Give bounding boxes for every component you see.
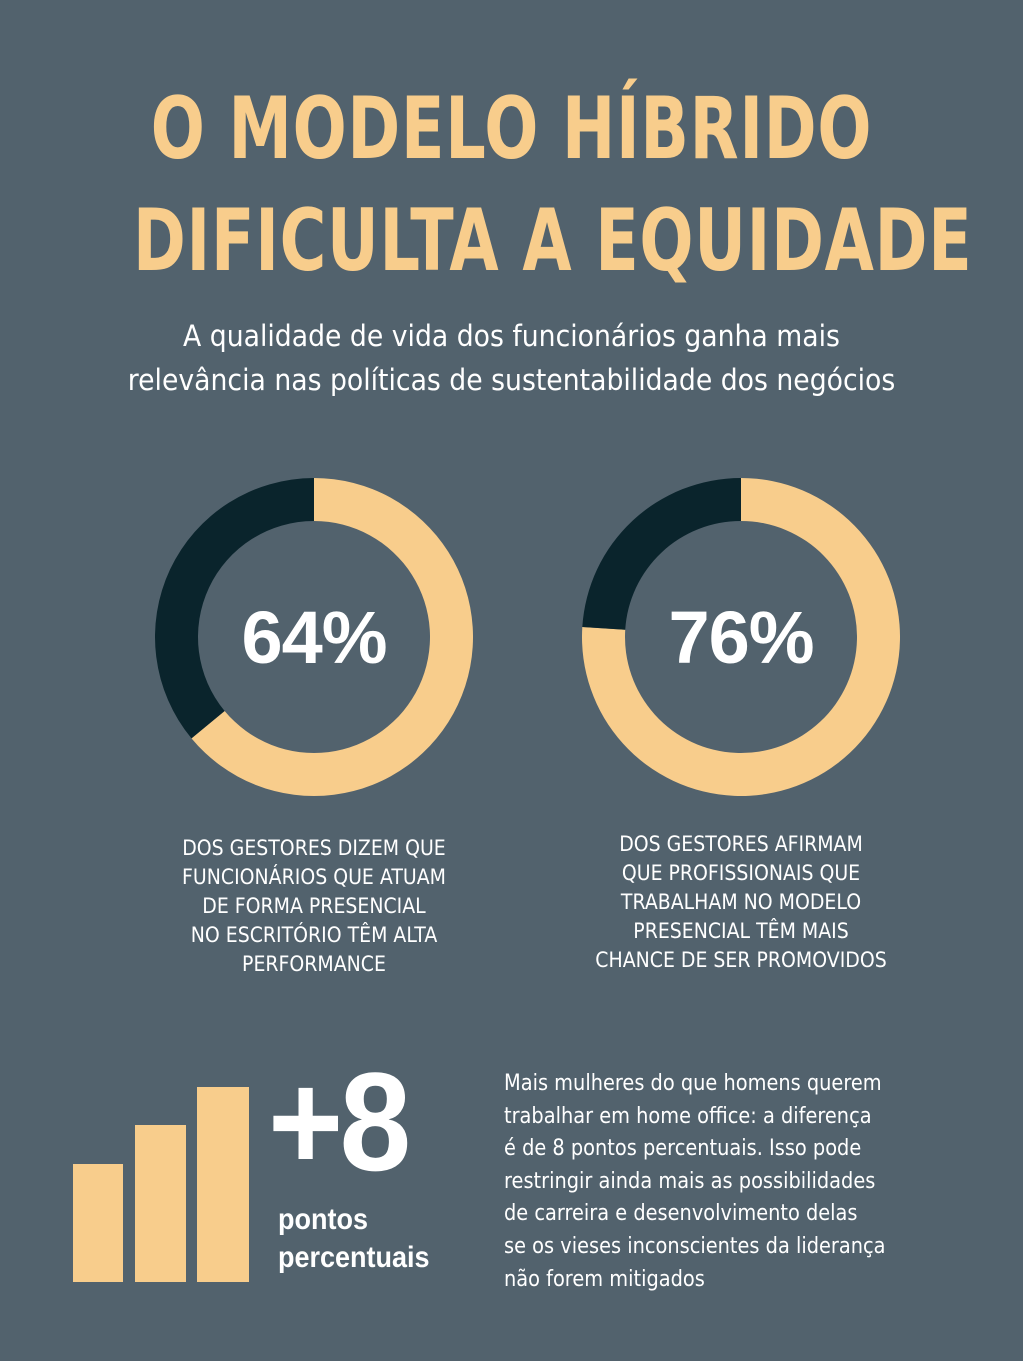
caption-line: TRABALHAM NO MODELO: [620, 890, 862, 914]
caption-line: DOS GESTORES AFIRMAM: [619, 832, 863, 856]
bar-tall: [197, 1087, 249, 1282]
donut-chart-76: 76%: [582, 478, 900, 796]
headline-number: +8: [268, 1043, 411, 1200]
caption-line: CHANCE DE SER PROMOVIDOS: [595, 948, 887, 972]
donut-slice-remainder: [582, 478, 741, 630]
caption-line: FUNCIONÁRIOS QUE ATUAM: [182, 865, 446, 889]
unit-label-line-2: percentuais: [278, 1241, 430, 1274]
body-paragraph: Mais mulheres do que homens querem traba…: [504, 1068, 974, 1296]
donut-chart-76-svg: [582, 478, 900, 796]
caption-line: PRESENCIAL TÊM MAIS: [633, 919, 849, 943]
paragraph-line: não forem mitigados: [504, 1266, 705, 1292]
bar-short: [73, 1164, 123, 1282]
bar-medium: [135, 1125, 186, 1282]
paragraph-line: é de 8 pontos percentuais. Isso pode: [504, 1136, 862, 1162]
page-title-line-1: O MODELO HÍBRIDO: [150, 79, 873, 179]
subtitle-line-2: relevância nas políticas de sustentabili…: [127, 363, 896, 397]
paragraph-line: se os vieses inconscientes da liderança: [504, 1233, 886, 1259]
caption-line: DE FORMA PRESENCIAL: [202, 894, 426, 918]
donut-chart-64: 64%: [155, 478, 473, 796]
donut-value-label: 64%: [241, 595, 387, 679]
caption-line: QUE PROFISSIONAIS QUE: [621, 861, 861, 885]
paragraph-line: trabalhar em home office: a diferença: [504, 1103, 872, 1129]
donut-value-label: 76%: [668, 595, 814, 679]
donut-caption-1: DOS GESTORES DIZEM QUE FUNCIONÁRIOS QUE …: [130, 834, 498, 979]
donut-caption-2: DOS GESTORES AFIRMAM QUE PROFISSIONAIS Q…: [555, 830, 927, 975]
paragraph-line: Mais mulheres do que homens querem: [504, 1071, 882, 1096]
paragraph-line: restringir ainda mais as possibilidades: [504, 1168, 876, 1194]
donut-slice-remainder: [155, 478, 314, 739]
page-title-line-2: DIFICULTA A EQUIDADE: [132, 191, 973, 291]
subtitle-line-1: A qualidade de vida dos funcionários gan…: [183, 319, 840, 353]
paragraph-line: de carreira e desenvolvimento delas: [504, 1201, 858, 1227]
caption-line: NO ESCRITÓRIO TÊM ALTA: [190, 923, 438, 947]
donut-chart-64-svg: [155, 478, 473, 796]
donut-slice-value: [191, 478, 473, 796]
unit-label-line-1: pontos: [278, 1203, 368, 1236]
caption-line: DOS GESTORES DIZEM QUE: [182, 836, 446, 860]
caption-line: PERFORMANCE: [242, 952, 386, 976]
